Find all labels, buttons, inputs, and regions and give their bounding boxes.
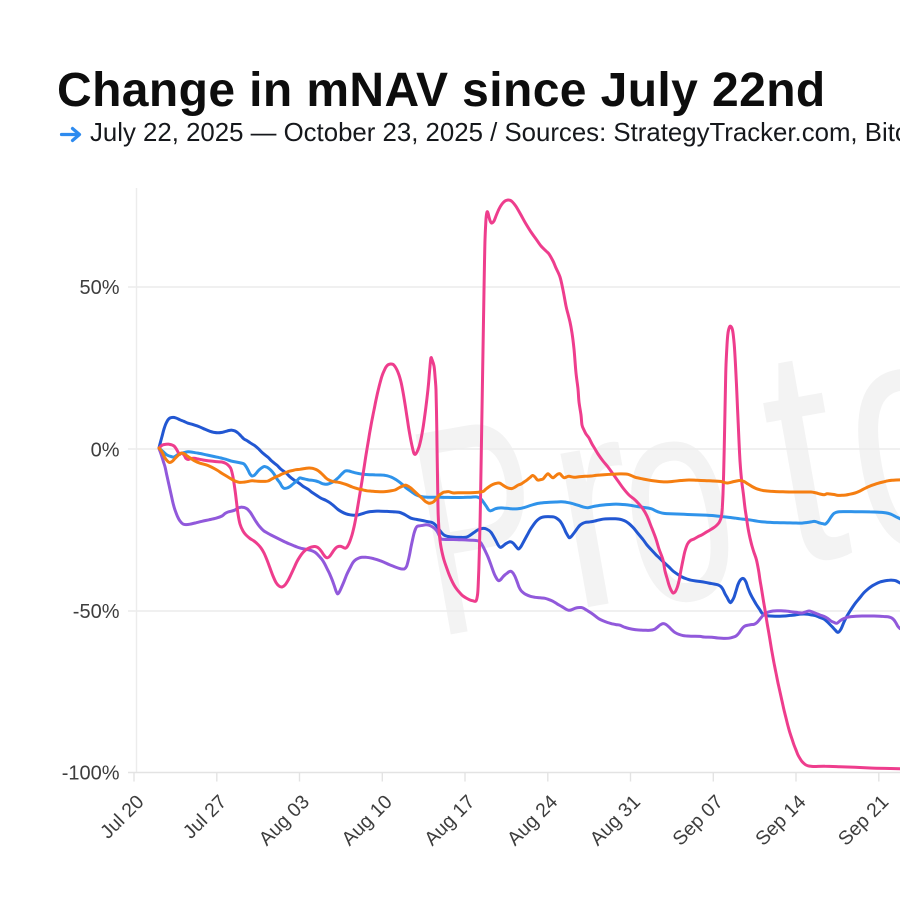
- svg-text:Sep 07: Sep 07: [668, 791, 727, 850]
- svg-text:Aug 24: Aug 24: [503, 791, 562, 850]
- svg-text:0%: 0%: [91, 439, 120, 461]
- svg-text:Aug 31: Aug 31: [586, 791, 645, 850]
- svg-text:Aug 03: Aug 03: [255, 791, 314, 850]
- svg-text:Sep 21: Sep 21: [834, 791, 893, 850]
- svg-text:Sep 14: Sep 14: [751, 791, 810, 850]
- svg-text:Aug 17: Aug 17: [420, 791, 479, 850]
- svg-text:-100%: -100%: [62, 763, 120, 785]
- svg-text:Aug 10: Aug 10: [337, 791, 396, 850]
- svg-text:Jul 27: Jul 27: [179, 791, 231, 843]
- svg-text:-50%: -50%: [73, 601, 120, 623]
- svg-text:Jul 20: Jul 20: [96, 791, 148, 843]
- svg-text:50%: 50%: [79, 277, 119, 299]
